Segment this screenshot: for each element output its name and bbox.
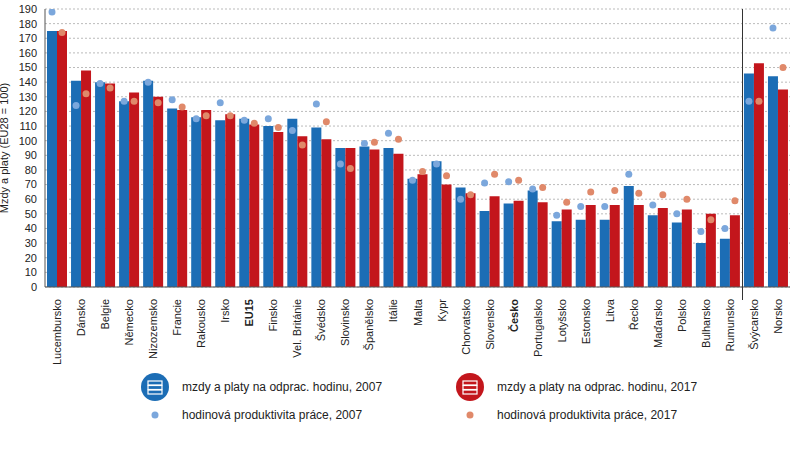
svg-text:Maďarsko: Maďarsko [652,299,664,348]
svg-text:0: 0 [31,281,37,293]
svg-text:20: 20 [25,252,37,264]
svg-text:10: 10 [25,266,37,278]
svg-text:Španělsko: Španělsko [363,299,375,350]
svg-text:170: 170 [19,32,37,44]
svg-text:110: 110 [19,120,37,132]
svg-text:Švýcarsko: Švýcarsko [748,299,760,350]
svg-text:130: 130 [19,91,37,103]
svg-text:Finsko: Finsko [267,299,279,331]
svg-text:30: 30 [25,237,37,249]
svg-text:120: 120 [19,105,37,117]
svg-text:70: 70 [25,178,37,190]
svg-text:EU15: EU15 [243,299,255,327]
svg-text:Dánsko: Dánsko [75,299,87,336]
html-text:hodinová produktivita práce, 2: hodinová produktivita práce, 2017 [497,408,678,422]
svg-text:Francie: Francie [171,299,183,336]
svg-text:100: 100 [19,135,37,147]
svg-text:Belgie: Belgie [99,299,111,330]
svg-text:Litva: Litva [604,298,616,322]
svg-text:50: 50 [25,208,37,220]
svg-text:Slovinsko: Slovinsko [339,299,351,346]
svg-text:Rakousko: Rakousko [195,299,207,348]
svg-text:80: 80 [25,164,37,176]
svg-text:180: 180 [19,18,37,30]
svg-text:60: 60 [25,193,37,205]
svg-text:Nizozemsko: Nizozemsko [147,299,159,359]
svg-text:Německo: Německo [123,299,135,345]
svg-text:Malta: Malta [412,298,424,326]
svg-text:Estonsko: Estonsko [580,299,592,344]
svg-text:190: 190 [19,3,37,15]
svg-text:Řecko: Řecko [628,299,640,330]
svg-text:40: 40 [25,222,37,234]
svg-text:Kypr: Kypr [436,299,448,322]
html-text:mzdy a platy na odprac. hodinu: mzdy a platy na odprac. hodinu, 2007 [182,380,383,394]
svg-text:Lotyšsko: Lotyšsko [556,299,568,342]
svg-text:140: 140 [19,76,37,88]
svg-text:Norsko: Norsko [772,299,784,334]
html-text:hodinová produktivita práce, 2: hodinová produktivita práce, 2007 [182,408,363,422]
svg-text:Bulharsko: Bulharsko [700,299,712,348]
svg-text:Vel. Británie: Vel. Británie [291,299,303,358]
svg-text:Mzdy a platy (EU28 = 100): Mzdy a platy (EU28 = 100) [8,83,10,214]
svg-text:160: 160 [19,47,37,59]
svg-text:Chorvatsko: Chorvatsko [460,299,472,355]
svg-text:150: 150 [19,61,37,73]
svg-text:90: 90 [25,149,37,161]
svg-text:Irsko: Irsko [219,299,231,323]
svg-text:Itálie: Itálie [387,299,399,322]
svg-text:Švédsko: Švédsko [315,299,327,341]
svg-text:Portugalsko: Portugalsko [532,299,544,357]
svg-text:Polsko: Polsko [676,299,688,332]
svg-text:Česko: Česko [508,299,520,332]
svg-text:Rumunsko: Rumunsko [724,299,736,352]
html-text:mzdy a platy na odprac. hodinu: mzdy a platy na odprac. hodinu, 2017 [497,380,698,394]
svg-text:Lucembursko: Lucembursko [51,299,63,365]
svg-text:Slovensko: Slovensko [484,299,496,350]
